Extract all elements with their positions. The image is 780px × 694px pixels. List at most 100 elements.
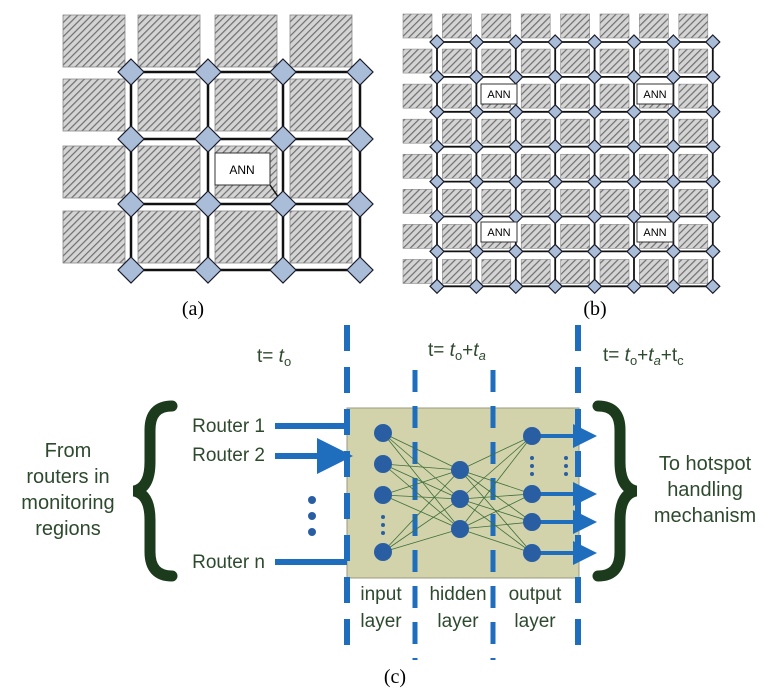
router-node — [547, 138, 564, 155]
network-edge — [382, 463, 461, 530]
left-brace — [132, 400, 178, 582]
router-node — [626, 103, 642, 120]
core-tile — [520, 48, 551, 74]
core-tile — [442, 224, 472, 249]
input-layer-label: layer — [360, 611, 402, 632]
ann-box-b3: ANN — [480, 221, 518, 243]
core-tile — [402, 48, 433, 74]
core-tile — [678, 259, 709, 284]
core-tile — [560, 153, 590, 179]
router-node — [704, 69, 721, 85]
core-tile — [402, 118, 433, 144]
router-node — [346, 190, 374, 218]
output-neuron — [523, 513, 541, 531]
core-tile — [481, 189, 512, 214]
core-tile — [599, 13, 630, 39]
input-neuron — [374, 543, 392, 561]
output-ellipsis-dot — [530, 472, 534, 476]
core-tile — [289, 145, 353, 199]
output-neuron — [523, 485, 541, 503]
core-tile — [560, 259, 590, 284]
router-node — [586, 173, 603, 190]
core-tile — [560, 118, 590, 144]
source-text-line: regions — [35, 518, 101, 540]
core-tile — [442, 189, 472, 214]
router-node — [704, 138, 721, 155]
target-text-line: mechanism — [654, 505, 756, 527]
network-edge — [382, 463, 461, 471]
panel-a — [62, 14, 374, 284]
core-tile — [520, 13, 551, 39]
core-tile — [599, 83, 630, 109]
router-node — [346, 125, 374, 153]
router-node — [507, 278, 524, 295]
core-tile — [560, 224, 590, 249]
core-tile — [289, 78, 353, 132]
core-tile — [599, 189, 630, 214]
hidden-neuron — [451, 520, 469, 538]
router-node — [586, 69, 603, 85]
core-tile — [678, 224, 709, 249]
time-label-t0: t= to — [257, 346, 291, 369]
core-tile — [520, 153, 551, 179]
network-edge — [382, 498, 461, 553]
router-node — [547, 69, 564, 85]
core-tile — [599, 118, 630, 144]
router-node — [269, 190, 297, 218]
source-text-line: From — [45, 440, 92, 462]
router-node — [547, 278, 564, 295]
core-tile — [62, 210, 126, 264]
router-node — [468, 138, 485, 155]
core-tile — [402, 83, 433, 109]
network-edge — [459, 521, 533, 530]
router-node — [468, 243, 485, 260]
core-tile — [442, 259, 472, 284]
network-edge — [459, 498, 533, 554]
target-description: To hotspot handling mechanism — [654, 453, 756, 527]
caption-b: (b) — [583, 298, 606, 320]
router-node — [626, 138, 642, 155]
input-ellipsis-dot — [381, 531, 385, 535]
router-2-label: Router 2 — [192, 445, 265, 466]
router-node — [665, 34, 682, 50]
target-text-line: handling — [667, 479, 743, 501]
input-neuron — [374, 424, 392, 442]
router-node — [665, 243, 682, 260]
router-node — [468, 173, 485, 190]
router-node — [269, 125, 297, 153]
router-node — [507, 34, 524, 50]
router-node — [586, 208, 603, 225]
router-node — [704, 243, 721, 260]
router-node — [507, 138, 524, 155]
router-node — [586, 278, 603, 295]
core-tile — [481, 13, 512, 39]
output-layer-label: output — [509, 584, 563, 605]
output-layer-label: layer — [514, 611, 556, 632]
core-tile — [289, 210, 353, 264]
router-node — [269, 256, 297, 284]
core-tile — [289, 14, 353, 68]
router-node — [429, 34, 445, 50]
ann-label-b4: ANN — [643, 227, 666, 239]
output-ellipsis-dot — [564, 472, 568, 476]
router-node — [547, 173, 564, 190]
target-text-line: To hotspot — [659, 453, 752, 475]
hidden-layer-label: layer — [437, 611, 479, 632]
router-node — [586, 34, 603, 50]
core-tile — [214, 210, 278, 264]
ann-box-b1: ANN — [480, 83, 518, 105]
router-node — [626, 278, 642, 295]
router-node — [704, 34, 721, 50]
network-edge — [382, 432, 461, 500]
core-tile — [520, 83, 551, 109]
router-node — [507, 173, 524, 190]
input-ellipsis-dot — [381, 523, 385, 527]
core-tile — [520, 118, 551, 144]
core-tile — [678, 153, 709, 179]
core-tile — [481, 118, 512, 144]
core-tile — [678, 48, 709, 74]
core-tile — [481, 48, 512, 74]
core-tile — [639, 259, 669, 284]
core-tile — [678, 189, 709, 214]
network-edge — [459, 493, 533, 530]
